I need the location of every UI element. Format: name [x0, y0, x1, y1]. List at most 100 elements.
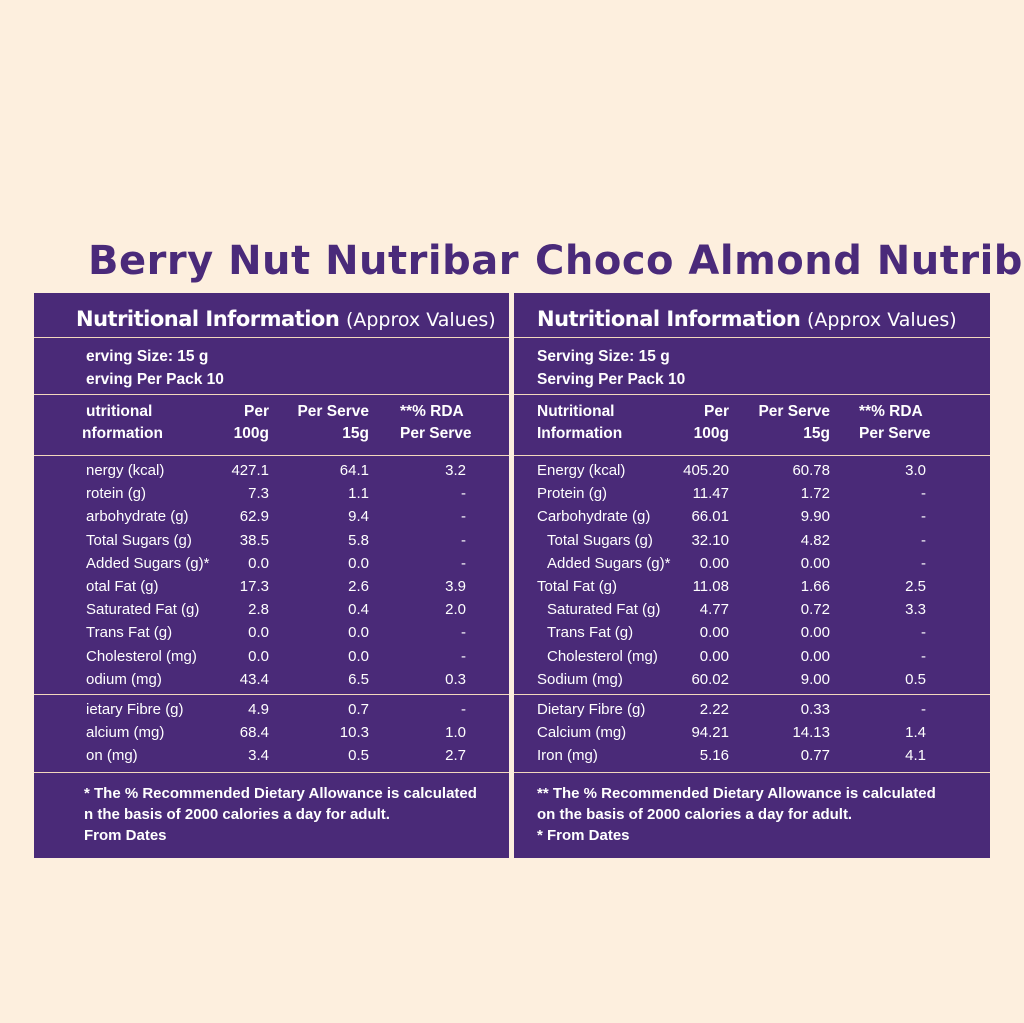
row-nutrient: Energy (kcal)	[537, 462, 626, 479]
row-per-100g: 2.8	[248, 601, 269, 619]
row-per-100g: 38.5	[239, 531, 269, 549]
table-row: Energy (kcal) 405.20 60.78 3.0	[514, 459, 990, 482]
row-nutrient: odium (mg)	[86, 670, 162, 688]
row-per-100g: 66.01	[691, 508, 729, 526]
row-per-100g: 405.20	[683, 462, 729, 479]
panel-header: Nutritional Information (Approx Values)	[34, 293, 509, 337]
col-serve-2: 15g	[803, 425, 830, 442]
row-per-serve: 0.7	[348, 701, 369, 718]
row-nutrient: Sodium (mg)	[537, 670, 623, 688]
footnote-line-3: * From Dates	[537, 827, 630, 844]
header-title: Nutritional Information	[537, 307, 801, 331]
table-row: arbohydrate (g) 62.9 9.4 -	[34, 505, 509, 528]
row-per-serve: 0.00	[800, 647, 830, 665]
row-nutrient: ietary Fibre (g)	[86, 701, 184, 718]
row-rda: -	[921, 647, 926, 665]
table-row: Added Sugars (g)* 0.00 0.00 -	[514, 552, 990, 575]
row-per-100g: 11.47	[692, 485, 729, 503]
row-nutrient: Dietary Fibre (g)	[537, 701, 646, 718]
row-rda: 3.2	[445, 462, 466, 479]
col-per100-1: Per	[704, 403, 729, 420]
row-per-100g: 0.00	[699, 647, 729, 665]
table-row: Trans Fat (g) 0.00 0.00 -	[514, 621, 990, 644]
row-per-100g: 0.00	[699, 624, 729, 642]
table-row: Added Sugars (g)* 0.0 0.0 -	[34, 552, 509, 575]
col-rda-1: **% RDA	[859, 403, 923, 420]
row-per-serve: 9.90	[800, 508, 830, 526]
row-per-100g: 62.9	[239, 508, 269, 526]
table-row: Sodium (mg) 60.02 9.00 0.5	[514, 668, 990, 691]
row-per-serve: 0.0	[348, 554, 369, 572]
row-rda: 0.5	[905, 670, 926, 688]
col-per100-2: 100g	[233, 425, 269, 442]
table-row: Total Fat (g) 11.08 1.66 2.5	[514, 575, 990, 598]
row-rda: -	[461, 647, 466, 665]
row-rda: -	[461, 531, 466, 549]
row-per-serve: 4.82	[800, 531, 830, 549]
row-rda: -	[921, 554, 926, 572]
row-nutrient: Total Sugars (g)	[547, 531, 653, 549]
serving-size: erving Size: 15 g	[86, 348, 209, 365]
row-per-100g: 0.00	[699, 554, 729, 572]
row-rda: -	[921, 701, 926, 718]
row-nutrient: otal Fat (g)	[86, 578, 159, 595]
row-nutrient: Trans Fat (g)	[86, 624, 173, 642]
table-row: on (mg) 3.4 0.5 2.7	[34, 744, 509, 767]
row-nutrient: Protein (g)	[537, 485, 608, 503]
footnote-line-3: From Dates	[84, 827, 167, 844]
footnote-line-1: ** The % Recommended Dietary Allowance i…	[537, 785, 936, 802]
serving-size: Serving Size: 15 g	[537, 348, 670, 365]
row-rda: 3.9	[445, 578, 466, 595]
col-serve-1: Per Serve	[297, 403, 369, 420]
row-per-serve: 14.13	[792, 724, 830, 742]
table-row: otal Fat (g) 17.3 2.6 3.9	[34, 575, 509, 598]
row-nutrient: nergy (kcal)	[86, 462, 165, 479]
row-per-serve: 0.00	[800, 624, 830, 642]
row-per-serve: 1.66	[800, 578, 830, 595]
col-serve-1: Per Serve	[758, 403, 830, 420]
row-per-serve: 0.0	[348, 624, 369, 642]
table-row: Cholesterol (mg) 0.0 0.0 -	[34, 645, 509, 668]
row-rda: 0.3	[445, 670, 466, 688]
row-per-serve: 10.3	[339, 724, 369, 742]
table-row: odium (mg) 43.4 6.5 0.3	[34, 668, 509, 691]
col-per100-2: 100g	[693, 425, 729, 442]
row-nutrient: Added Sugars (g)*	[86, 554, 210, 572]
row-per-100g: 43.4	[239, 670, 269, 688]
row-per-serve: 0.4	[348, 601, 369, 619]
row-nutrient: rotein (g)	[86, 485, 147, 503]
row-per-100g: 5.16	[699, 747, 729, 765]
row-nutrient: Carbohydrate (g)	[537, 508, 651, 526]
row-rda: 4.1	[905, 747, 926, 765]
row-per-serve: 0.00	[800, 554, 830, 572]
row-per-serve: 1.72	[800, 485, 830, 503]
row-rda: 2.5	[905, 578, 926, 595]
col-name-1: Nutritional	[537, 403, 615, 420]
row-per-serve: 9.00	[800, 670, 830, 688]
title-choco-almond: Choco Almond Nutribar	[535, 238, 1024, 284]
row-nutrient: Iron (mg)	[537, 747, 598, 765]
row-rda: 2.7	[445, 747, 466, 765]
row-per-serve: 1.1	[348, 485, 369, 503]
row-per-serve: 0.0	[348, 647, 369, 665]
row-rda: -	[921, 508, 926, 526]
row-rda: -	[921, 485, 926, 503]
row-per-100g: 4.9	[248, 701, 269, 718]
header-subtitle: (Approx Values)	[806, 309, 957, 331]
row-nutrient: Cholesterol (mg)	[547, 647, 658, 665]
row-per-serve: 60.78	[792, 462, 830, 479]
row-per-100g: 3.4	[248, 747, 269, 765]
row-per-100g: 0.0	[248, 647, 269, 665]
panel-header: Nutritional Information (Approx Values)	[514, 293, 990, 337]
row-per-100g: 0.0	[248, 624, 269, 642]
table-row: Iron (mg) 5.16 0.77 4.1	[514, 744, 990, 767]
footnote-line-2: n the basis of 2000 calories a day for a…	[84, 806, 390, 823]
row-rda: -	[461, 508, 466, 526]
table-row: Cholesterol (mg) 0.00 0.00 -	[514, 645, 990, 668]
table-row: Total Sugars (g) 32.10 4.82 -	[514, 529, 990, 552]
serving-per-pack: Serving Per Pack 10	[537, 371, 686, 388]
row-rda: -	[921, 531, 926, 549]
row-nutrient: Added Sugars (g)*	[547, 554, 671, 572]
row-per-100g: 2.22	[699, 701, 729, 718]
table-row: Dietary Fibre (g) 2.22 0.33 -	[514, 698, 990, 721]
